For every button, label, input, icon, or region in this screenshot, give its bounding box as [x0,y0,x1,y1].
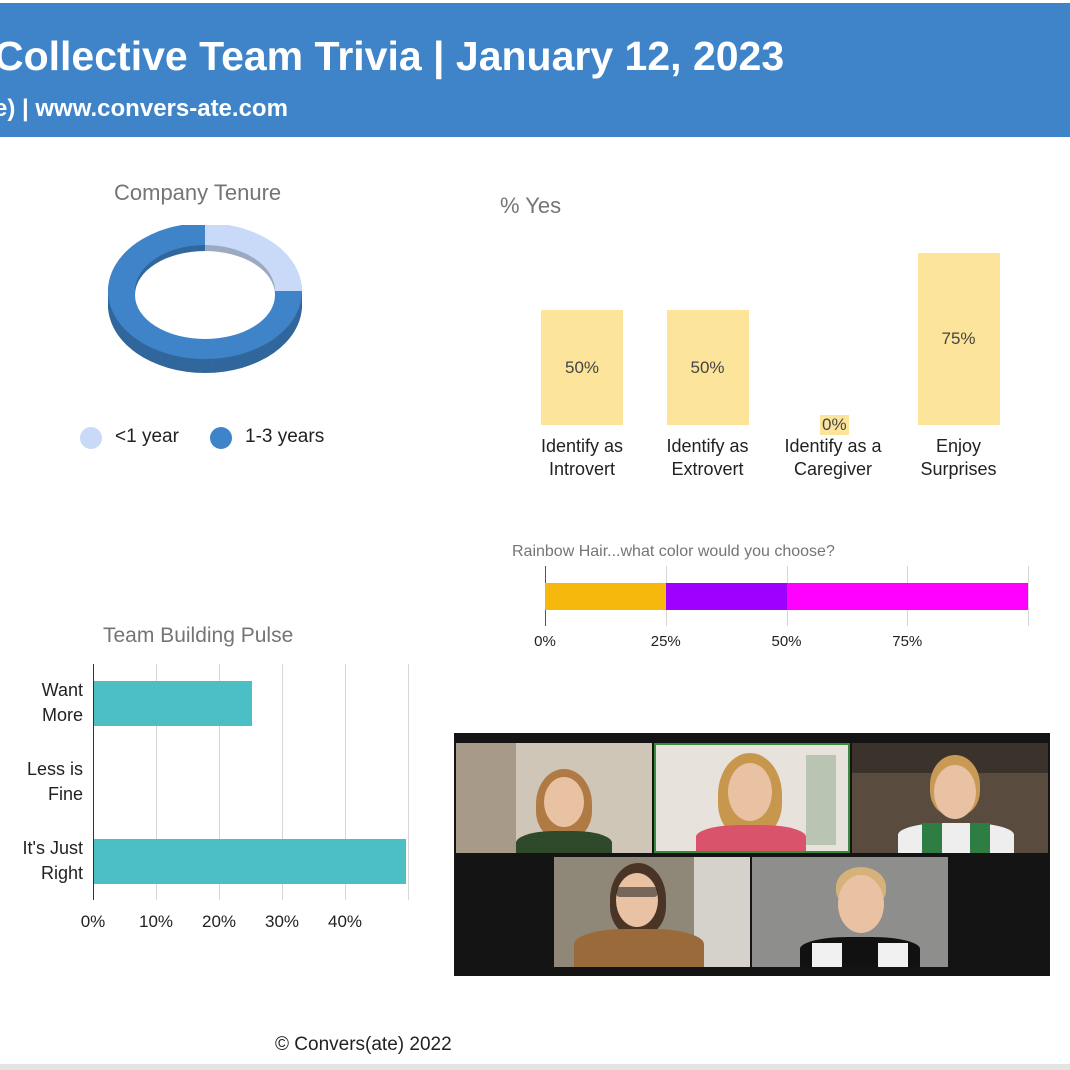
pulse-category-2: Less is Fine [0,757,83,807]
yes-bar-label-4: 75% [941,328,976,348]
pulse-tick-2: 20% [201,912,237,931]
legend-swatch-1-3-years [210,427,232,449]
pulse-tick-4: 40% [327,912,363,931]
yes-category-1: Identify as Introvert [517,435,647,481]
participant-tile-4 [554,857,750,967]
donut-slice--1-year [205,225,302,291]
yes-category-2: Identify as Extrovert [643,435,773,481]
donut-hole [135,251,275,339]
legend-label-1-3-years: 1-3 years [245,426,325,447]
pulse-tick-3: 30% [264,912,300,931]
yes-category-line: Extrovert [671,459,744,479]
yes-bar-label-1: 50% [564,357,600,377]
page-subtitle: e) | www.convers-ate.com [0,95,288,122]
yes-chart-title: % Yes [500,193,562,218]
tenure-chart-title: Company Tenure [114,180,282,205]
pulse-gridline [156,664,157,900]
yes-category-line: Caregiver [793,459,873,479]
yes-category-line: Identify as a [784,436,882,456]
hair-stacked-bar-chart: 0% 25% 50% 75% [520,560,1060,660]
pulse-category-3: It's Just Right [0,836,83,886]
header-banner: Collective Team Trivia | January 12, 202… [0,3,1070,137]
hair-tick-2: 50% [771,633,802,650]
pulse-axis [93,664,94,900]
pulse-category-line: Fine [47,784,83,804]
hair-segment-3 [786,583,1028,610]
pulse-category-line: More [41,705,83,726]
legend-swatch-less-1-year [80,427,102,449]
yes-category-3: Identify as a Caregiver [768,435,898,481]
hair-gridline [1028,566,1029,626]
pulse-gridline [282,664,283,900]
yes-category-line: Surprises [920,459,997,479]
pulse-category-line: It's Just [22,837,83,858]
participant-tile-2-active [654,743,850,853]
hair-tick-0: 0% [534,633,556,650]
pulse-bar-3 [94,838,407,884]
pulse-tick-0: 0% [80,912,106,931]
pulse-tick-1: 10% [138,912,174,931]
pulse-chart-title: Team Building Pulse [103,624,294,647]
pulse-gridline [408,664,409,900]
hair-tick-1: 25% [650,633,681,650]
yes-category-line: Identify as [540,436,624,456]
legend-label-less-1-year: <1 year [115,426,179,447]
pulse-gridline [345,664,346,900]
pulse-bar-1 [94,681,252,727]
video-call-photo [454,733,1050,976]
pulse-gridline [219,664,220,900]
page-title: Collective Team Trivia | January 12, 202… [0,33,785,79]
tenure-donut-chart [108,225,302,373]
pulse-bar-chart: Want More Less is Fine It's Just Right 0% 10% 20… [0,660,440,950]
pulse-category-line: Right [40,862,83,883]
hair-chart-title: Rainbow Hair...what color would you choo… [512,543,835,560]
yes-column-chart: 50% Identify as Introvert 50% Identify as Ext… [520,210,1020,490]
yes-bar-1 [541,310,623,425]
tenure-legend: <1 year 1-3 years [80,426,380,452]
hair-tick-3: 75% [892,633,923,650]
yes-bar-label-2: 50% [690,357,725,377]
footer-divider [0,1064,1070,1070]
yes-category-4: Enjoy Surprises [894,435,1024,481]
yes-category-line: Identify as [666,436,749,456]
participant-tile-3 [852,743,1048,853]
yes-category-line: Introvert [548,459,616,479]
footer-copyright: © Convers(ate) 2022 [275,1034,452,1055]
yes-category-line: Enjoy [935,436,982,456]
yes-bar-2 [666,310,749,425]
participant-tile-1 [456,743,652,853]
participant-tile-5 [752,857,948,967]
yes-bar-4 [917,252,1000,425]
pulse-category-1: Want More [0,678,83,728]
yes-bar-label-3: 0% [820,415,849,435]
hair-segment-2 [665,583,787,610]
hair-segment-1 [545,583,666,610]
pulse-category-line: Want [41,680,83,701]
pulse-category-line: Less is [26,759,83,779]
